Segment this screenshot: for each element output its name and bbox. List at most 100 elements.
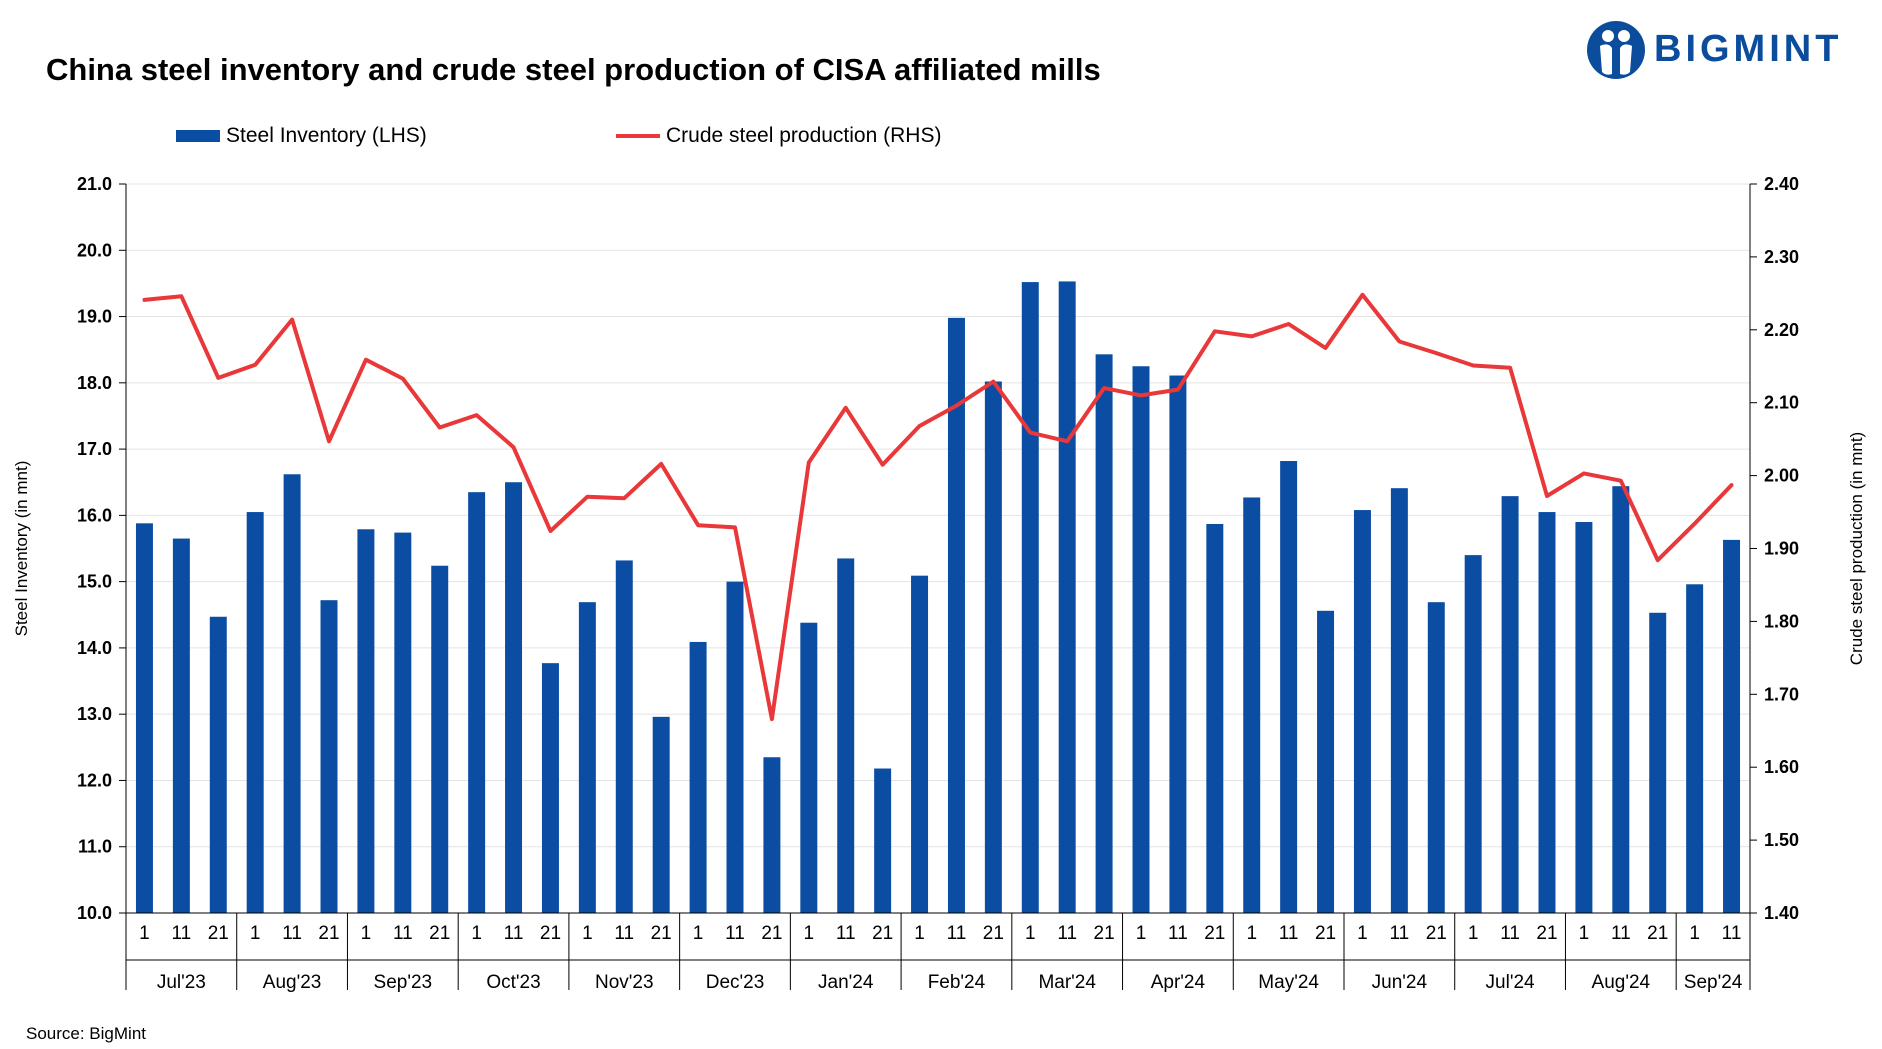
x-tick-label-10: 11	[504, 923, 524, 944]
x-tick-label-29: 21	[1204, 923, 1225, 944]
bar-inventory-14	[652, 716, 670, 913]
x-tick-label-17: 21	[761, 923, 782, 944]
bar-inventory-32	[1317, 610, 1335, 913]
month-label-2: Sep'23	[374, 972, 433, 993]
x-tick-label-15: 1	[693, 923, 704, 944]
month-label-7: Feb'24	[928, 972, 986, 993]
x-tick-label-16: 11	[725, 923, 745, 944]
bar-inventory-11	[541, 663, 559, 913]
bigmint-logo: BIGMINT	[1586, 18, 1866, 82]
bar-inventory-34	[1390, 488, 1408, 913]
line-crude-production	[142, 292, 1734, 722]
x-tick-label-13: 11	[614, 923, 634, 944]
bar-inventory-33	[1353, 510, 1371, 913]
bar-inventory-22	[947, 317, 965, 913]
legend-item-production: Crude steel production (RHS)	[616, 124, 941, 148]
bar-inventory-31	[1280, 461, 1298, 913]
x-tick-label-6: 1	[361, 923, 372, 944]
bar-inventory-27	[1132, 366, 1150, 913]
bar-inventory-6	[357, 529, 375, 913]
legend-label-production: Crude steel production (RHS)	[666, 124, 942, 147]
month-label-12: Jul'24	[1486, 972, 1535, 993]
x-tick-label-11: 21	[540, 923, 561, 944]
right-tick-label-2: 1.60	[1764, 757, 1799, 777]
left-tick-label-9: 19.0	[77, 307, 112, 327]
legend-label-inventory: Steel Inventory (LHS)	[226, 124, 427, 147]
bar-inventory-2	[209, 616, 227, 913]
bar-inventory-26	[1095, 354, 1113, 913]
bar-inventory-21	[911, 575, 929, 913]
month-label-11: Jun'24	[1372, 972, 1428, 993]
x-tick-label-0: 1	[139, 923, 150, 944]
bar-inventory-18	[800, 622, 818, 913]
left-tick-label-6: 16.0	[77, 505, 112, 525]
left-tick-label-10: 20.0	[77, 240, 112, 260]
x-tick-label-1: 11	[171, 923, 191, 944]
x-tick-label-43: 11	[1722, 923, 1742, 944]
right-tick-label-4: 1.80	[1764, 611, 1799, 631]
x-tick-label-18: 1	[804, 923, 815, 944]
right-tick-label-0: 1.40	[1764, 903, 1799, 923]
bar-inventory-42	[1686, 584, 1704, 913]
month-label-10: May'24	[1258, 972, 1319, 993]
bar-inventory-9	[468, 492, 486, 913]
x-tick-label-31: 11	[1279, 923, 1299, 944]
bar-inventory-16	[726, 581, 744, 913]
left-tick-label-1: 11.0	[78, 837, 112, 857]
x-tick-label-14: 21	[651, 923, 672, 944]
x-tick-label-22: 11	[947, 923, 967, 944]
bar-inventory-17	[763, 757, 781, 913]
month-label-4: Nov'23	[595, 972, 654, 993]
x-tick-label-30: 1	[1246, 923, 1257, 944]
right-tick-label-10: 2.40	[1764, 174, 1799, 194]
right-tick-label-6: 2.00	[1764, 466, 1799, 486]
x-tick-label-34: 11	[1389, 923, 1409, 944]
bar-inventory-24	[1021, 282, 1039, 914]
month-label-9: Apr'24	[1151, 972, 1206, 993]
bar-inventory-7	[394, 532, 412, 913]
month-label-0: Jul'23	[157, 972, 206, 993]
x-tick-label-9: 1	[471, 923, 482, 944]
right-tick-label-9: 2.30	[1764, 247, 1799, 267]
left-tick-label-3: 13.0	[77, 704, 112, 724]
bar-inventory-19	[837, 558, 855, 913]
bar-inventory-13	[615, 560, 633, 913]
right-tick-label-8: 2.20	[1764, 320, 1799, 340]
right-tick-label-3: 1.70	[1764, 684, 1799, 704]
x-tick-label-5: 21	[318, 923, 339, 944]
x-tick-label-12: 1	[582, 923, 593, 944]
bar-inventory-8	[431, 565, 449, 913]
bar-inventory-23	[984, 381, 1002, 913]
bar-inventory-40	[1612, 486, 1630, 913]
bar-inventory-39	[1575, 521, 1593, 913]
x-tick-label-32: 21	[1315, 923, 1336, 944]
bar-inventory-41	[1649, 612, 1667, 913]
month-label-13: Aug'24	[1592, 972, 1651, 993]
month-label-1: Aug'23	[263, 972, 322, 993]
source-note: Source: BigMint	[26, 1024, 146, 1043]
bigmint-logo-icon	[1587, 21, 1645, 79]
x-tick-label-40: 11	[1611, 923, 1631, 944]
right-tick-label-1: 1.50	[1764, 830, 1799, 850]
left-tick-label-0: 10.0	[77, 903, 112, 923]
right-axis-title: Crude steel production (in mnt)	[1847, 432, 1866, 665]
x-tick-label-21: 1	[914, 923, 925, 944]
bar-inventory-0	[135, 523, 153, 913]
bar-inventory-12	[578, 602, 596, 913]
x-tick-label-23: 21	[983, 923, 1004, 944]
combo-chart: 10.0 11.0 12.0 13.0 14.0 15.0 16.0 17.0 18.0 19.0…	[12, 174, 1866, 993]
bar-inventory-10	[505, 482, 523, 913]
bar-inventory-36	[1464, 555, 1482, 913]
right-tick-label-5: 1.90	[1764, 539, 1799, 559]
bar-inventory-35	[1427, 602, 1445, 913]
bar-inventory-1	[172, 538, 190, 913]
left-tick-label-4: 14.0	[77, 638, 112, 658]
bar-inventory-3	[246, 512, 264, 913]
bar-inventory-29	[1206, 523, 1224, 913]
right-tick-label-7: 2.10	[1764, 393, 1799, 413]
x-tick-label-19: 11	[836, 923, 856, 944]
x-tick-label-33: 1	[1357, 923, 1368, 944]
month-label-3: Oct'23	[486, 972, 540, 993]
left-tick-label-7: 17.0	[77, 439, 112, 459]
left-tick-label-11: 21.0	[77, 174, 112, 194]
